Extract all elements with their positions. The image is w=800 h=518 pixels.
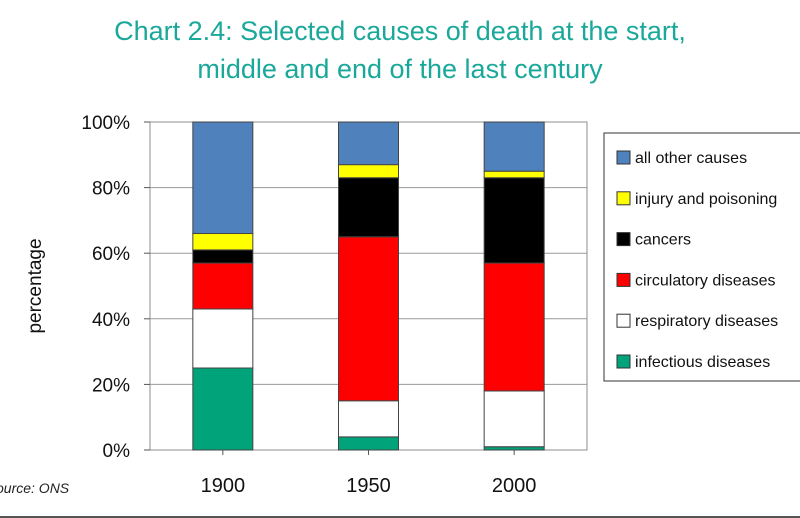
- y-tick-label: 40%: [92, 310, 130, 331]
- chart-title: Chart 2.4: Selected causes of death at t…: [0, 12, 800, 88]
- legend-swatch: [616, 313, 631, 328]
- legend-swatch: [616, 232, 631, 247]
- y-tick-label: 60%: [92, 244, 130, 265]
- chart-title-line-2: middle and end of the last century: [197, 54, 603, 84]
- bar-segment-circulatory-diseases-1950: [338, 236, 399, 402]
- y-tick-label: 20%: [92, 375, 130, 396]
- legend-label: all other causes: [635, 150, 747, 167]
- legend-box: [603, 132, 800, 382]
- plot-area: 0% 20% 40% 60% 80% 100% percentage 1900 1950 2000: [25, 113, 588, 497]
- bar-segment-circulatory-diseases-1900: [192, 262, 254, 310]
- y-tick-label: 0%: [103, 441, 131, 462]
- bar-segment-injury-and-poisoning-2000: [483, 170, 545, 179]
- legend-swatch: [616, 150, 631, 165]
- bar-segment-all-other-causes-1950: [338, 121, 399, 166]
- x-tick-label: 1900: [201, 475, 246, 497]
- legend-label: respiratory diseases: [635, 313, 778, 330]
- bar-segment-infectious-diseases-1900: [192, 367, 254, 451]
- legend: all other causes injury and poisoning canc…: [603, 132, 800, 382]
- legend-swatch: [616, 272, 631, 287]
- bar-segment-injury-and-poisoning-1950: [338, 164, 399, 179]
- bar-segment-infectious-diseases-1950: [338, 436, 399, 451]
- source-note: ource: ONS: [0, 480, 70, 496]
- legend-label: circulatory diseases: [635, 272, 776, 289]
- legend-swatch: [616, 191, 631, 206]
- legend-label: injury and poisoning: [635, 191, 777, 208]
- y-tick-label: 80%: [92, 179, 130, 200]
- bar-segment-cancers-1900: [192, 249, 254, 264]
- legend-label: infectious diseases: [635, 354, 770, 371]
- bar-segment-respiratory-diseases-2000: [483, 390, 545, 448]
- bar-segment-all-other-causes-1900: [192, 121, 254, 235]
- legend-swatch: [616, 354, 631, 369]
- bar-segment-cancers-1950: [338, 177, 399, 238]
- y-tick-label: 100%: [81, 113, 130, 134]
- bar-segment-circulatory-diseases-2000: [483, 262, 545, 392]
- y-axis-label: percentage: [25, 238, 46, 333]
- bar-segment-all-other-causes-2000: [483, 121, 545, 172]
- bar-segment-respiratory-diseases-1950: [338, 400, 399, 438]
- x-tick-label: 2000: [492, 475, 537, 497]
- chart-title-line-1: Chart 2.4: Selected causes of death at t…: [114, 16, 686, 46]
- bar-segment-cancers-2000: [483, 177, 545, 264]
- bar-segment-injury-and-poisoning-1900: [192, 233, 254, 251]
- legend-label: cancers: [635, 232, 691, 249]
- bar-segment-respiratory-diseases-1900: [192, 308, 254, 369]
- x-tick-label: 1950: [346, 475, 391, 497]
